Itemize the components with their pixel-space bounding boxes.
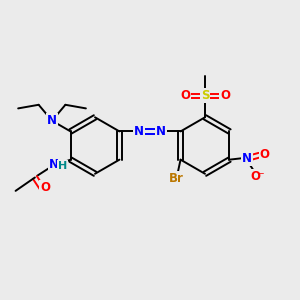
Text: N: N: [134, 125, 144, 138]
Text: O: O: [40, 181, 50, 194]
Text: S: S: [201, 89, 209, 102]
Text: ⁻: ⁻: [259, 172, 264, 182]
Text: N: N: [47, 114, 57, 127]
Text: H: H: [58, 160, 67, 171]
Text: N: N: [156, 125, 166, 138]
Text: O: O: [260, 148, 269, 161]
Text: N: N: [242, 152, 252, 165]
Text: O: O: [180, 89, 190, 102]
Text: Br: Br: [169, 172, 184, 184]
Text: N: N: [49, 158, 59, 171]
Text: O: O: [220, 89, 230, 102]
Text: O: O: [250, 170, 261, 183]
